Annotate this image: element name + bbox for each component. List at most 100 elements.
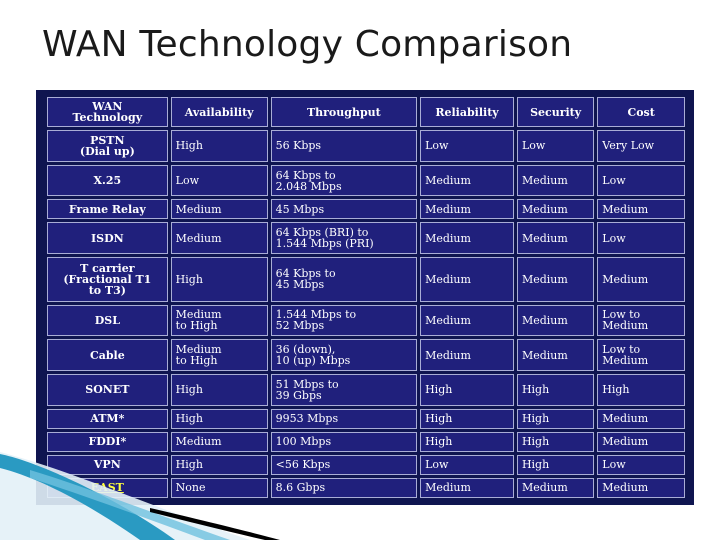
cell-text: Medium [175, 202, 222, 216]
cell-text: 39 Gbps [275, 388, 322, 402]
cell-text: 64 Kbps to [275, 168, 336, 182]
cell-text: 64 Kbps to [275, 267, 336, 281]
table-row: SONET High 51 Mbps to 39 Gbps High High High [47, 373, 685, 406]
cell-text: Medium [521, 481, 568, 495]
reliability-cell: High [420, 373, 514, 406]
cell-text: High [175, 412, 203, 426]
comparison-table-frame: WAN Technology Availability Throughput Relia… [36, 90, 694, 505]
cell-text: to High [175, 319, 218, 333]
security-cell: Medium [516, 222, 595, 255]
reliability-cell: Medium [420, 477, 514, 498]
table-row: T carrier (Fractional T1 to T3) High 64 Kbps… [47, 257, 685, 302]
cell-text: Cable [89, 348, 125, 362]
cell-text: 45 Mbps [275, 278, 325, 292]
technology-cell: FDDI* [47, 431, 168, 452]
security-cell: High [516, 454, 595, 475]
header-text: Technology [72, 111, 143, 124]
reliability-cell: Medium [420, 257, 514, 302]
cell-text: Medium [425, 272, 471, 286]
availability-cell: High [170, 408, 268, 429]
cell-text: to High [175, 354, 218, 368]
availability-cell: Low [170, 164, 268, 197]
cell-text: Medium [425, 174, 471, 188]
cell-text: Medium [602, 272, 649, 286]
reliability-cell: Medium [420, 199, 514, 220]
technology-cell: DSL [47, 304, 168, 337]
wan-comparison-table: WAN Technology Availability Throughput Relia… [44, 94, 688, 501]
cell-text: High [521, 458, 550, 472]
table-row: X.25 Low 64 Kbps to 2.048 Mbps Medium Medium L… [47, 164, 685, 197]
technology-cell: SONET [47, 373, 168, 406]
cell-text: Medium [602, 319, 649, 333]
cell-text: Medium [521, 231, 568, 245]
availability-cell: Medium to High [170, 339, 268, 371]
cell-text: to T3) [88, 283, 126, 297]
cell-text: Medium [425, 348, 471, 362]
cell-text: PSTN [90, 133, 125, 147]
cell-text: 56 Kbps [275, 139, 322, 153]
reliability-cell: High [420, 431, 514, 452]
table-row: VPN High <56 Kbps Low High Low [47, 454, 685, 475]
header-wan-technology: WAN Technology [47, 97, 168, 127]
cell-text: High [521, 383, 550, 397]
cell-text: Medium [175, 435, 222, 449]
security-cell: Medium [516, 199, 595, 220]
header-row: WAN Technology Availability Throughput Relia… [47, 97, 685, 127]
throughput-cell: 36 (down), 10 (up) Mbps [270, 339, 418, 371]
cell-text: Medium [521, 174, 568, 188]
cost-cell: Low [597, 222, 685, 255]
cell-text: 9953 Mbps [275, 412, 339, 426]
cost-cell: Medium [597, 257, 685, 302]
technology-cell: X.25 [47, 164, 168, 197]
header-text: WAN [92, 100, 123, 113]
cell-text: Low [175, 174, 200, 188]
cell-text: Medium [175, 231, 222, 245]
table-row: FDDI* Medium 100 Mbps High High Medium [47, 431, 685, 452]
cell-text: 100 Mbps [275, 435, 332, 449]
cost-cell: Medium [597, 431, 685, 452]
throughput-cell: 45 Mbps [270, 199, 418, 220]
table-row: Cable Medium to High 36 (down), 10 (up) Mbps… [47, 339, 685, 371]
cell-text: 64 Kbps (BRI) to [275, 226, 369, 240]
cell-text: (Dial up) [79, 144, 135, 158]
technology-cell: T carrier (Fractional T1 to T3) [47, 257, 168, 302]
security-cell: Medium [516, 477, 595, 498]
cell-text: High [521, 412, 550, 426]
header-text: Security [530, 105, 582, 119]
throughput-cell: 51 Mbps to 39 Gbps [270, 373, 418, 406]
cell-text: Low [521, 139, 546, 153]
cell-text: Medium [425, 202, 471, 216]
availability-cell: Medium to High [170, 304, 268, 337]
slide-title: WAN Technology Comparison [42, 24, 573, 65]
header-reliability: Reliability [420, 97, 514, 127]
cell-text: Medium [425, 313, 471, 327]
table-row: Frame Relay Medium 45 Mbps Medium Medium Medi… [47, 199, 685, 220]
cell-text: High [425, 383, 453, 397]
reliability-cell: Low [420, 454, 514, 475]
cell-text: (Fractional T1 [63, 272, 152, 286]
cell-text: Low [602, 458, 626, 472]
cell-text: Low [602, 231, 626, 245]
cell-text: ISDN [90, 231, 124, 245]
throughput-cell: 100 Mbps [270, 431, 418, 452]
cell-text: <56 Kbps [275, 458, 331, 472]
throughput-cell: 1.544 Mbps to 52 Mbps [270, 304, 418, 337]
security-cell: High [516, 373, 595, 406]
cell-text: High [175, 458, 203, 472]
cell-text: 8.6 Gbps [275, 481, 326, 495]
cell-text: X.25 [93, 174, 122, 188]
cell-text: Medium [175, 343, 222, 357]
table-row: ATM* High 9953 Mbps High High Medium [47, 408, 685, 429]
cell-text: 36 (down), [275, 343, 336, 357]
cell-text: Medium [602, 481, 649, 495]
cost-cell: Low [597, 454, 685, 475]
technology-cell: PSTN (Dial up) [47, 130, 168, 162]
technology-cell: Cable [47, 339, 168, 371]
availability-cell: Medium [170, 222, 268, 255]
availability-cell: High [170, 130, 268, 162]
cell-text: 52 Mbps [275, 319, 325, 333]
reliability-cell: Medium [420, 164, 514, 197]
cell-text: 1.544 Mbps (PRI) [275, 237, 374, 251]
